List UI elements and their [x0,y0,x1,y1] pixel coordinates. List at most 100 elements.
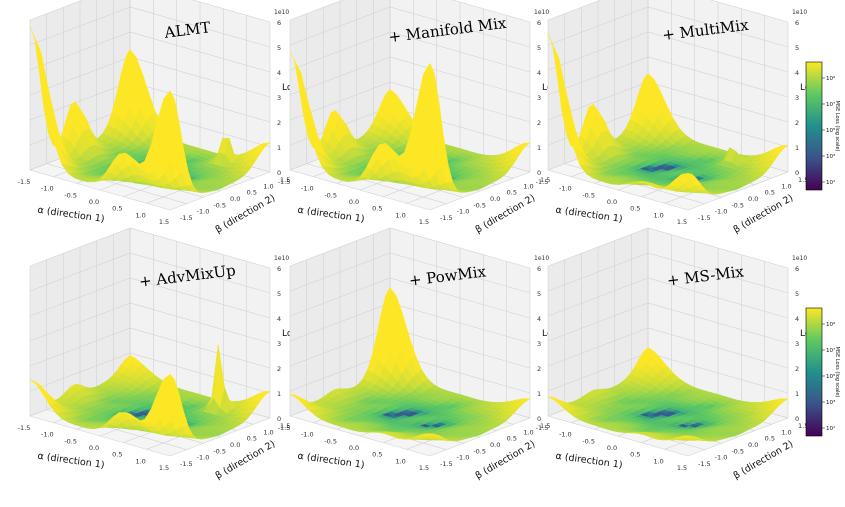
y-tick-label: -1.5 [698,460,711,468]
z-tick-label: 2 [795,119,799,127]
y-gridline [547,266,689,457]
z-tick-label: 3 [277,340,281,348]
colorbar-tick-label: 10³ [826,399,835,406]
colorbar-tick-label: 10⁵ [826,127,835,134]
z-tick-label: 1 [537,144,541,152]
x-tick-label: 0.0 [89,444,99,452]
colorbar-tick-label: 10¹ [826,425,835,432]
x-tick-label: 1.5 [159,218,169,226]
z-tick-label: 2 [537,119,541,127]
panel-4: -1.5-1.0-0.50.00.51.01.5 -1.5-1.0-0.50.00… [18,227,302,482]
loss-surface [547,33,789,195]
y-tick-label: -1.0 [197,208,210,216]
colorbar-1: 10⁹ 10⁷ 10⁵ 10³ 10¹ MSE Loss (log scale) [805,61,840,191]
z-offset-text: 1e10 [792,255,807,262]
x-axis-label: α (direction 1) [297,205,365,225]
x-gridline [169,268,271,457]
y-tick-label: -0.5 [731,201,744,209]
y-tick-label: 0.0 [490,441,500,449]
surface-patch [423,62,435,84]
y-axis-label: β (direction 2) [214,439,278,482]
colorbar-gradient [805,307,823,437]
x-tick-label: 1.0 [653,211,663,219]
y-tick-label: 0.0 [230,195,240,203]
x-tick-label: -1.0 [559,185,572,193]
y-axis-label: β (direction 2) [732,439,796,482]
z-tick-label: 4 [537,315,541,323]
y-tick-label: -1.0 [715,454,728,462]
z-tick-label: 1 [277,144,281,152]
x-tick-label: 0.5 [112,451,122,459]
z-tick-label: 5 [795,44,799,52]
x-tick-label: 0.5 [372,451,382,459]
x-gridline [687,22,789,211]
x-tick-label: 0.5 [112,205,122,213]
z-offset-text: 1e10 [792,9,807,16]
loss-surface [289,286,531,442]
y-tick-label: -1.0 [457,208,470,216]
x-tick-label: 1.5 [677,464,687,472]
panel-title: ALMT [162,18,211,42]
x-tick-label: 1.5 [419,218,429,226]
panel-1: -1.5-1.0-0.50.00.51.01.5 -1.5-1.0-0.50.00… [18,0,302,236]
z-tick-label: 2 [277,119,281,127]
y-tick-label: -0.5 [213,447,226,455]
surface-patch [423,433,435,435]
loss-surface [29,344,271,440]
x-axis-label: α (direction 1) [555,205,623,225]
z-tick-label: 0 [277,415,281,423]
z-offset-text: 1e10 [274,255,289,262]
x-tick-label: 1.5 [159,464,169,472]
x-tick-label: 0.5 [372,205,382,213]
colorbar-label: MSE Loss (log scale) [834,347,840,398]
x-tick-label: 0.0 [349,198,359,206]
x-axis-label: α (direction 1) [37,451,105,471]
x-tick-label: -1.0 [301,185,314,193]
z-tick-label: 0 [795,169,799,177]
z-tick-label: 6 [277,19,281,27]
x-tick-label: 1.5 [677,218,687,226]
z-tick-label: 2 [277,365,281,373]
x-tick-label: -1.0 [301,431,314,439]
surface-patch [163,373,175,384]
z-tick-label: 0 [277,169,281,177]
panel-2: -1.5-1.0-0.50.00.51.01.5 -1.5-1.0-0.50.00… [278,0,562,236]
y-tick-label: -0.5 [731,447,744,455]
x-tick-label: -0.5 [64,437,77,445]
y-axis-label: β (direction 2) [214,193,278,236]
z-tick-label: 3 [795,94,799,102]
z-tick-label: 1 [795,390,799,398]
y-tick-label: -1.5 [180,214,193,222]
z-tick-label: 3 [795,340,799,348]
z-tick-label: 0 [537,415,541,423]
y-gridline [289,266,431,457]
z-offset-text: 1e10 [534,255,549,262]
y-gridline [29,20,171,211]
z-tick-label: 6 [795,19,799,27]
z-tick-label: 3 [277,94,281,102]
x-tick-label: -1.0 [559,431,572,439]
colorbar-2: 10⁹ 10⁷ 10⁵ 10³ 10¹ MSE Loss (log scale) [805,307,840,437]
z-tick-label: 6 [277,265,281,273]
y-tick-label: -0.5 [473,201,486,209]
x-tick-label: -1.5 [536,178,549,186]
x-gridline [169,22,271,211]
panel-6: -1.5-1.0-0.50.00.51.01.5 -1.5-1.0-0.50.00… [536,227,820,482]
x-tick-label: -1.5 [18,178,31,186]
y-tick-label: 1.5 [280,176,290,184]
colorbar-tick-label: 10¹ [826,179,835,186]
z-tick-label: 4 [277,315,281,323]
z-tick-label: 5 [537,290,541,298]
x-tick-label: -1.0 [41,431,54,439]
z-tick-label: 6 [795,265,799,273]
colorbar-tick-label: 10⁷ [826,101,835,108]
x-tick-label: -0.5 [64,191,77,199]
y-tick-label: 1.5 [540,176,550,184]
y-gridline [547,20,689,211]
x-tick-label: -0.5 [324,437,337,445]
y-tick-label: 0.0 [748,441,758,449]
x-tick-label: 0.0 [607,198,617,206]
y-gridline [46,13,187,204]
x-tick-label: 1.0 [135,211,145,219]
